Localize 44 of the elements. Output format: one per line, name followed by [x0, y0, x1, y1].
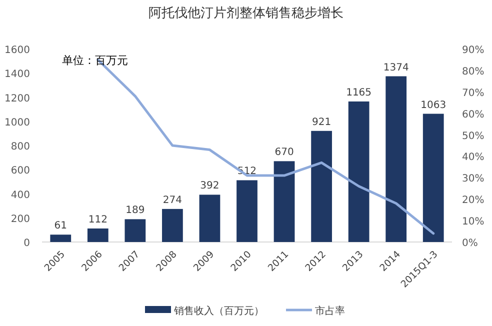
y2-tick-label: 60%	[462, 109, 484, 120]
y2-tick-label: 40%	[462, 152, 484, 164]
bar	[87, 228, 108, 242]
data-label: 274	[162, 194, 182, 206]
data-label: 670	[274, 147, 294, 158]
bar	[422, 114, 444, 242]
y-tick-label: 200	[10, 214, 30, 225]
y-tick-label: 600	[10, 166, 30, 177]
y-tick-label: 1200	[4, 93, 30, 104]
y-tick-label: 1400	[4, 69, 30, 80]
annotation: 单位：百万元	[62, 54, 128, 67]
data-label: 61	[54, 220, 68, 232]
bar	[162, 208, 183, 242]
data-label: 189	[126, 205, 145, 216]
bar	[124, 219, 146, 242]
bar	[236, 180, 258, 242]
data-label: 1165	[346, 87, 372, 98]
y-tick-label: 0	[24, 238, 30, 249]
bar	[274, 161, 295, 242]
bar	[348, 101, 370, 242]
y2-tick-label: 30%	[462, 174, 484, 185]
y-tick-label: 800	[10, 142, 30, 152]
bar	[311, 130, 332, 242]
y2-tick-label: 90%	[462, 45, 484, 56]
data-label: 1374	[383, 62, 409, 74]
bar	[386, 76, 407, 242]
y2-tick-label: 70%	[462, 88, 484, 99]
bar	[50, 234, 72, 242]
bar	[199, 194, 220, 242]
y2-tick-label: 80%	[462, 66, 484, 78]
y-tick-label: 400	[10, 190, 30, 201]
data-label: 1063	[420, 100, 446, 111]
y2-tick-label: 50%	[462, 130, 484, 142]
data-label: 112	[88, 214, 108, 226]
y-tick-label: 1600	[4, 45, 30, 56]
y2-tick-label: 0%	[462, 238, 478, 249]
y-tick-label: 1000	[4, 117, 30, 128]
y2-tick-label: 10%	[462, 216, 484, 228]
legend-label: 市占率	[315, 305, 345, 317]
data-label: 921	[312, 116, 332, 128]
data-label: 392	[200, 180, 220, 192]
chart-title: 阿托伐他汀片剂整体销售稳步增长	[148, 5, 344, 21]
legend-label: 销售收入（百万元）	[173, 305, 264, 317]
y2-tick-label: 20%	[462, 195, 484, 206]
